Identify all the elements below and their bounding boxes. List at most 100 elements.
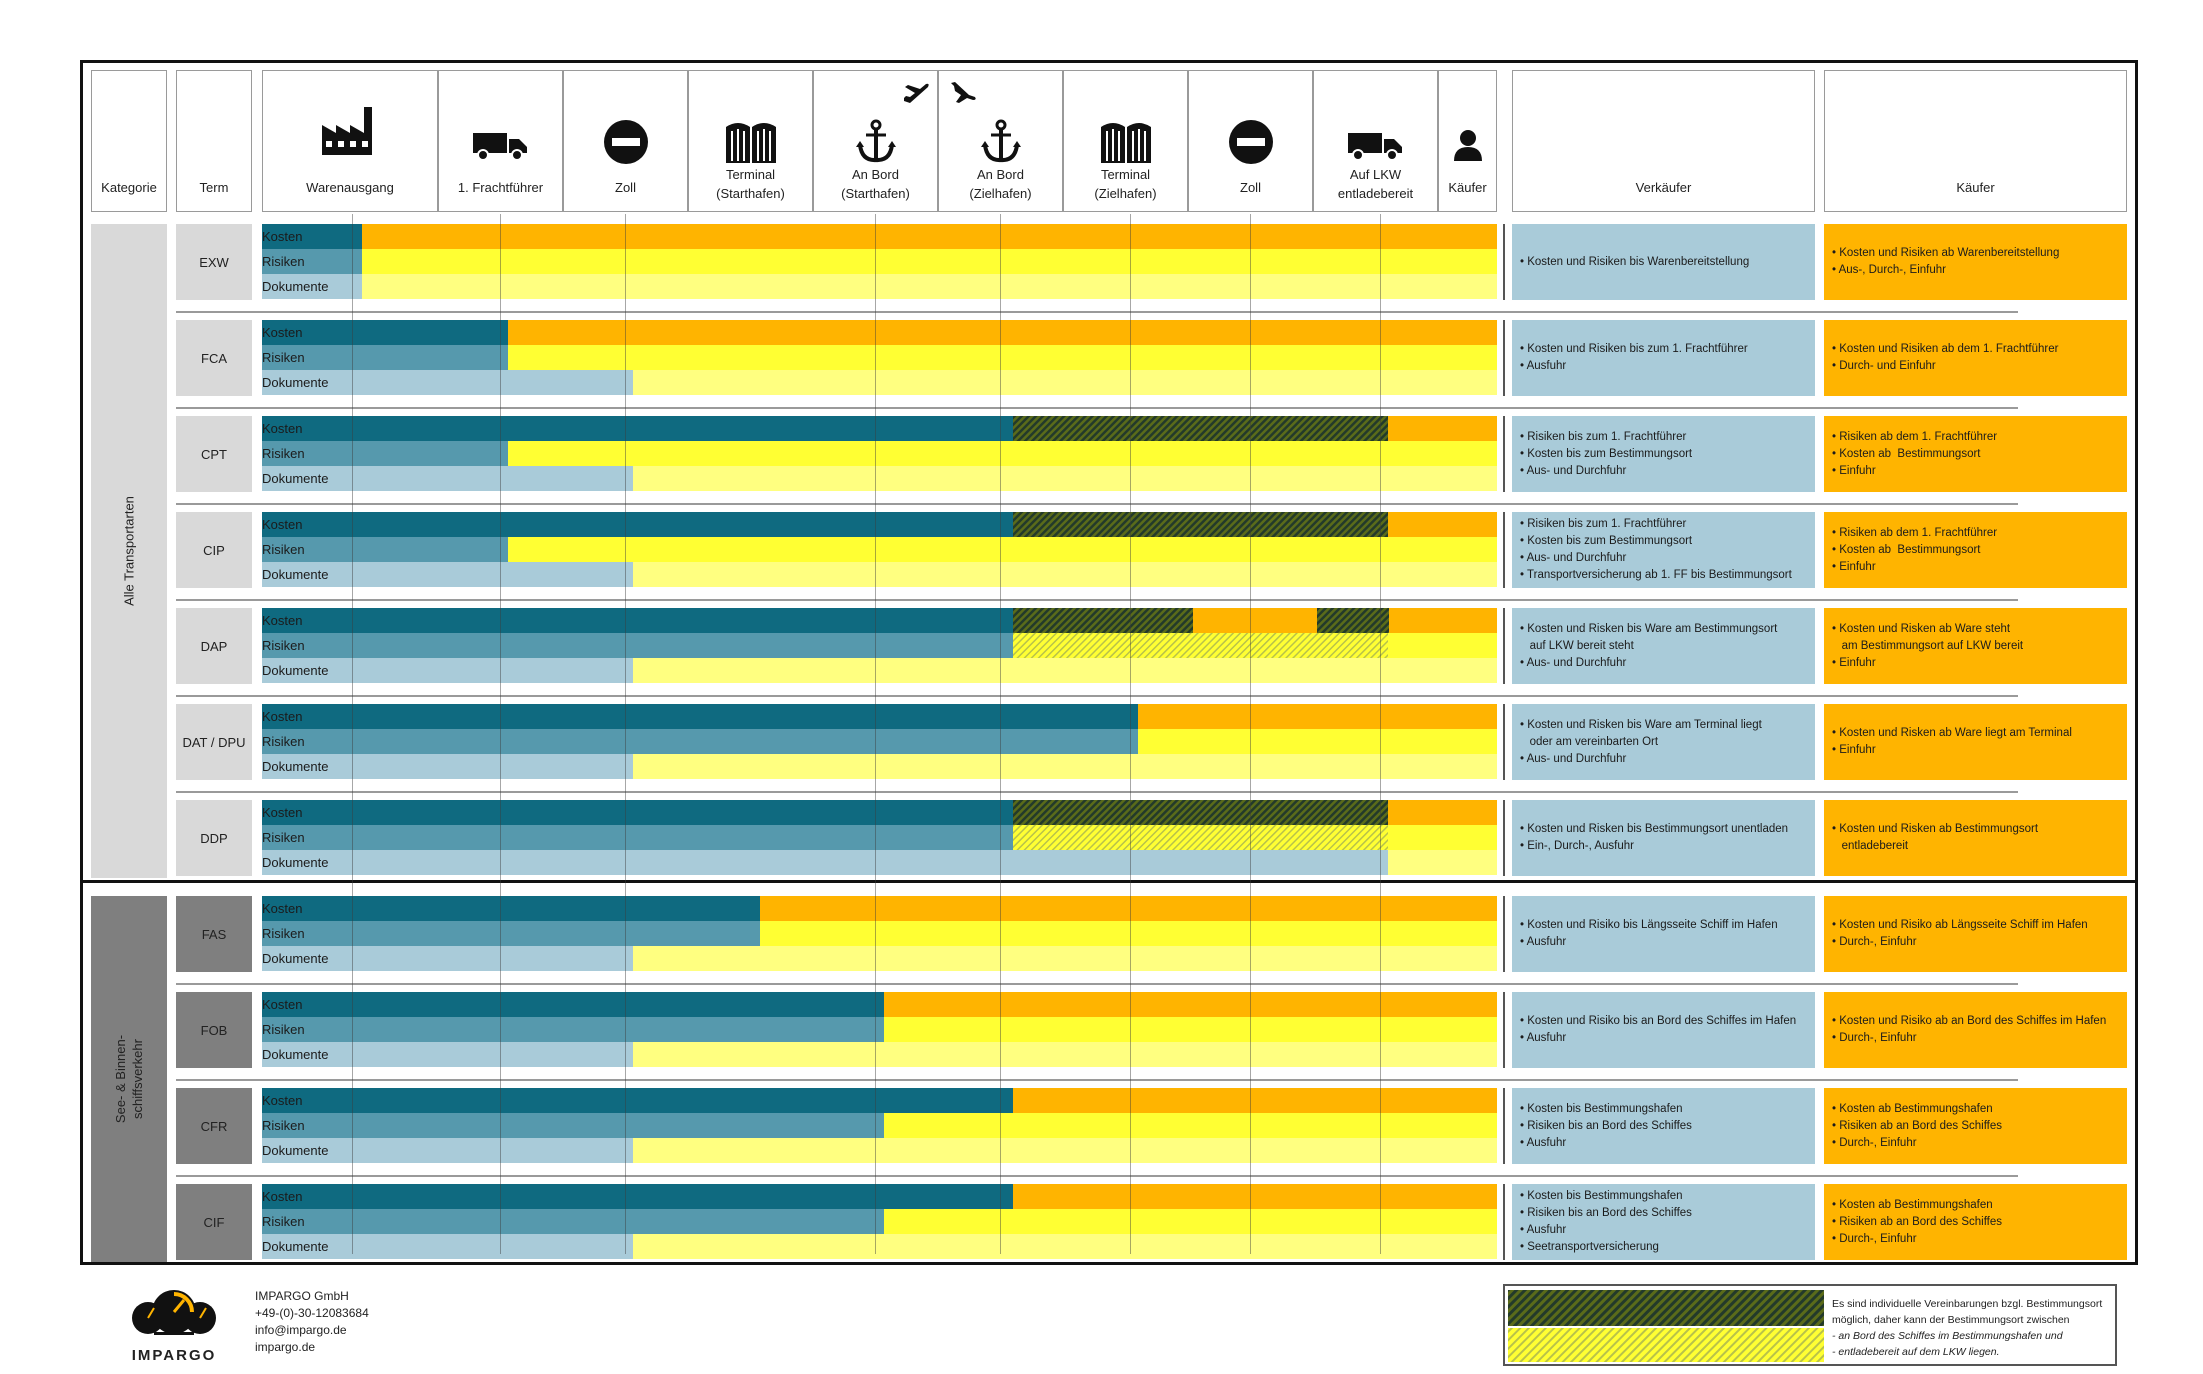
bar-risiken-seller	[262, 1113, 884, 1138]
buyer-note-line: am Bestimmungsort auf LKW bereit	[1832, 639, 2024, 652]
seller-note-line: • Kosten bis zum Bestimmungsort	[1520, 535, 1693, 547]
seller-note-line: • Ausfuhr	[1520, 360, 1567, 372]
legend-line-1: Es sind individuelle Vereinbarungen bzgl…	[1832, 1298, 2103, 1310]
row-separator	[176, 599, 2018, 601]
header-stage-label: An Bord (Zielhafen)	[969, 167, 1032, 201]
buyer-note-line: • Kosten ab Bestimmungshafen	[1832, 1102, 1993, 1115]
category-alle-transportarten-label: Alle Transportarten	[121, 496, 137, 606]
buyer-note: • Kosten und Risiken ab dem 1. Frachtfüh…	[1824, 320, 2127, 396]
bar-end-marker	[1503, 224, 1505, 300]
legend-box	[1503, 1284, 2117, 1366]
term-cpt: CPT	[176, 416, 252, 492]
company-name: IMPARGO GmbH	[255, 1289, 349, 1303]
header-verkaeufer-label: Verkäufer	[1635, 180, 1692, 195]
hatch-individual-cost	[1317, 608, 1389, 633]
buyer-note-line: • Durch- und Einfuhr	[1832, 360, 1936, 372]
bar-dokumente-seller	[262, 562, 633, 587]
incoterms-frame	[80, 60, 2138, 1265]
company-web[interactable]: impargo.de	[255, 1340, 316, 1354]
logo-text: IMPARGO	[131, 1347, 217, 1364]
row-separator	[176, 695, 2018, 697]
bar-end-marker	[1503, 800, 1505, 876]
buyer-note-line: • Risiken ab dem 1. Frachtführer	[1832, 526, 1998, 539]
header-stage-label: Käufer	[1448, 180, 1487, 195]
bar-kosten-seller	[262, 1184, 1013, 1209]
bar-end-marker	[1503, 320, 1505, 396]
seller-note-line: • Ausfuhr	[1520, 936, 1567, 948]
seller-note-line: • Risiken bis zum 1. Frachtführer	[1520, 518, 1687, 530]
bar-dokumente-seller	[262, 370, 633, 395]
term-cif: CIF	[176, 1184, 252, 1260]
seller-note-line: • Ein-, Durch-, Ausfuhr	[1520, 840, 1634, 852]
header-stage-1: 1. Frachtführer	[438, 70, 563, 212]
buyer-note-line: • Kosten und Risken ab Bestimmungsort	[1832, 823, 2039, 835]
bar-label-kosten: Kosten	[262, 997, 303, 1012]
bar-label-dokumente: Dokumente	[262, 855, 329, 870]
bar-label-dokumente: Dokumente	[262, 375, 329, 390]
header-stage-label: Warenausgang	[306, 180, 394, 195]
row-separator	[176, 1175, 2018, 1177]
no-entry-icon	[564, 119, 687, 170]
bar-risiken-seller	[262, 825, 1013, 850]
seller-note: • Kosten bis Bestimmungshafen • Risiken b…	[1512, 1184, 1815, 1260]
buyer-note-line: • Kosten und Risiken ab Warenbereitstell…	[1832, 247, 2060, 259]
bar-dokumente-buyer	[262, 274, 1497, 299]
term-dat-dpu: DAT / DPU	[176, 704, 252, 780]
seller-note-line: • Kosten und Risken bis Ware am Terminal…	[1520, 718, 1762, 731]
seller-note-line: • Risiken bis an Bord des Schiffes	[1520, 1119, 1692, 1132]
bar-label-kosten: Kosten	[262, 901, 303, 916]
bar-end-marker	[1503, 896, 1505, 972]
bar-kosten-seller	[262, 704, 1138, 729]
hatch-individual-cost	[1013, 512, 1388, 537]
seller-note-line: • Kosten und Risiko bis an Bord des Schi…	[1520, 1015, 1797, 1027]
seller-note: • Kosten bis Bestimmungshafen • Risiken b…	[1512, 1088, 1815, 1164]
buyer-note-line: • Durch-, Einfuhr	[1832, 1136, 1917, 1149]
seller-note-line: • Transportversicherung ab 1. FF bis Bes…	[1520, 569, 1792, 581]
stage-gridline	[1250, 214, 1251, 1254]
term-fob: FOB	[176, 992, 252, 1068]
seller-note-line: • Kosten und Risiken bis Warenbereitstel…	[1520, 255, 1750, 268]
buyer-note: • Kosten und Risken ab Ware liegt am Ter…	[1824, 704, 2127, 780]
seller-note: • Kosten und Risiko bis an Bord des Schi…	[1512, 992, 1815, 1068]
header-kaeufer: Käufer	[1824, 70, 2127, 212]
bar-kosten-seller	[262, 896, 760, 921]
seller-note-line: • Seetransportversicherung	[1520, 1241, 1659, 1253]
bar-label-risiken: Risiken	[262, 542, 305, 557]
category-see-binnenschiff-label: See- & Binnen- schiffsverkehr	[113, 1034, 145, 1124]
bar-label-dokumente: Dokumente	[262, 951, 329, 966]
buyer-note-line: • Durch-, Einfuhr	[1832, 1032, 1917, 1044]
buyer-note-line: • Einfuhr	[1832, 464, 1876, 477]
seller-note-line: • Kosten bis Bestimmungshafen	[1520, 1102, 1683, 1115]
header-stage-7: Zoll	[1188, 70, 1313, 212]
buyer-note-line: • Kosten und Risken ab Ware steht	[1832, 622, 2011, 635]
hatch-individual-cost	[1013, 800, 1388, 825]
header-stage-label: Auf LKW entladebereit	[1337, 167, 1414, 201]
seller-note-line: • Risiken bis an Bord des Schiffes	[1520, 1207, 1692, 1219]
legend-swatch-cost	[1508, 1290, 1824, 1326]
bar-end-marker	[1503, 608, 1505, 684]
person-icon	[1439, 129, 1496, 166]
seller-note-line: • Aus- und Durchfuhr	[1520, 752, 1627, 765]
bar-label-risiken: Risiken	[262, 734, 305, 749]
bar-dokumente-seller	[262, 754, 633, 779]
header-stage-9: Käufer	[1438, 70, 1497, 212]
buyer-note-line: • Risiken ab an Bord des Schiffes	[1832, 1119, 2003, 1132]
truck-icon	[439, 129, 562, 166]
hatch-individual-cost	[1013, 608, 1193, 633]
stage-gridline	[500, 214, 501, 1254]
row-separator	[176, 1079, 2018, 1081]
seller-note-line: • Aus- und Durchfuhr	[1520, 464, 1627, 477]
hatch-individual-risk	[1013, 825, 1388, 850]
bar-end-marker	[1503, 1088, 1505, 1164]
stage-gridline	[352, 214, 353, 1254]
term-cip: CIP	[176, 512, 252, 588]
header-kaeufer-label: Käufer	[1956, 180, 1995, 195]
category-alle-transportarten: Alle Transportarten	[91, 224, 167, 878]
seller-note: • Kosten und Risken bis Ware am Terminal…	[1512, 704, 1815, 780]
bar-dokumente-seller	[262, 946, 633, 971]
stage-gridline	[1000, 214, 1001, 1254]
header-stage-label: Terminal (Zielhafen)	[1094, 167, 1157, 201]
company-email[interactable]: info@impargo.de	[255, 1323, 347, 1337]
seller-note: • Risiken bis zum 1. Frachtführer • Koste…	[1512, 512, 1815, 588]
buyer-note-line: • Risiken ab an Bord des Schiffes	[1832, 1215, 2003, 1228]
